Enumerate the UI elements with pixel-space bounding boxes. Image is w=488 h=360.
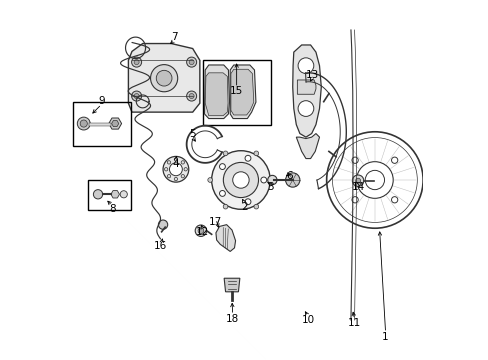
Circle shape <box>150 64 177 92</box>
Text: 17: 17 <box>209 217 222 227</box>
Circle shape <box>223 162 258 198</box>
Text: 4: 4 <box>172 159 179 169</box>
Circle shape <box>80 120 87 127</box>
Bar <box>88 180 131 210</box>
Circle shape <box>223 204 227 209</box>
Text: 14: 14 <box>351 182 365 192</box>
Circle shape <box>298 101 313 116</box>
Text: 11: 11 <box>347 318 361 328</box>
Text: 18: 18 <box>225 314 239 324</box>
Text: 1: 1 <box>382 332 388 342</box>
Text: 5: 5 <box>189 129 196 139</box>
Circle shape <box>174 158 177 161</box>
Circle shape <box>253 204 258 209</box>
Circle shape <box>285 173 299 187</box>
Polygon shape <box>224 278 240 292</box>
Polygon shape <box>292 45 321 137</box>
Text: 12: 12 <box>196 227 209 237</box>
Circle shape <box>267 175 276 185</box>
Circle shape <box>134 94 139 99</box>
Circle shape <box>260 177 266 183</box>
Polygon shape <box>230 69 253 115</box>
Text: 15: 15 <box>229 86 243 96</box>
Text: 13: 13 <box>305 69 318 80</box>
Polygon shape <box>128 44 200 112</box>
Circle shape <box>186 57 196 67</box>
Text: 8: 8 <box>109 203 115 213</box>
Polygon shape <box>216 225 235 251</box>
Circle shape <box>198 228 203 234</box>
Text: 3: 3 <box>266 182 273 192</box>
Circle shape <box>244 199 250 204</box>
Circle shape <box>219 190 225 196</box>
Circle shape <box>131 91 142 101</box>
Polygon shape <box>296 134 319 158</box>
Circle shape <box>253 151 258 156</box>
Circle shape <box>223 151 227 156</box>
Polygon shape <box>230 65 255 118</box>
Text: 16: 16 <box>154 241 167 251</box>
Circle shape <box>156 70 172 86</box>
Bar <box>203 60 270 125</box>
Text: 2: 2 <box>241 202 247 212</box>
Polygon shape <box>297 80 315 94</box>
Polygon shape <box>204 65 229 118</box>
Polygon shape <box>205 73 227 116</box>
Circle shape <box>244 156 250 161</box>
Circle shape <box>167 161 170 164</box>
Circle shape <box>131 57 142 67</box>
Text: 9: 9 <box>98 96 105 107</box>
Circle shape <box>181 175 184 178</box>
Text: 6: 6 <box>285 171 292 181</box>
Circle shape <box>167 175 170 178</box>
Polygon shape <box>111 190 119 198</box>
Circle shape <box>174 177 177 181</box>
Circle shape <box>189 94 194 99</box>
Circle shape <box>93 190 102 199</box>
Circle shape <box>189 60 194 64</box>
Circle shape <box>169 163 182 176</box>
Circle shape <box>183 168 187 171</box>
Polygon shape <box>111 121 119 127</box>
Circle shape <box>195 225 206 237</box>
Circle shape <box>211 151 270 209</box>
Circle shape <box>186 91 196 101</box>
Circle shape <box>163 157 188 182</box>
Circle shape <box>120 191 127 198</box>
Circle shape <box>181 161 184 164</box>
Circle shape <box>352 175 363 186</box>
Bar <box>73 103 131 146</box>
Text: 7: 7 <box>171 32 178 42</box>
Circle shape <box>219 164 225 170</box>
Circle shape <box>77 117 90 130</box>
Circle shape <box>164 168 167 171</box>
Circle shape <box>232 172 248 188</box>
Circle shape <box>134 60 139 64</box>
Circle shape <box>298 58 313 73</box>
Circle shape <box>269 177 273 183</box>
Circle shape <box>207 177 212 183</box>
Polygon shape <box>108 118 122 129</box>
Text: 10: 10 <box>301 315 314 325</box>
Circle shape <box>355 178 360 183</box>
Circle shape <box>158 220 167 229</box>
